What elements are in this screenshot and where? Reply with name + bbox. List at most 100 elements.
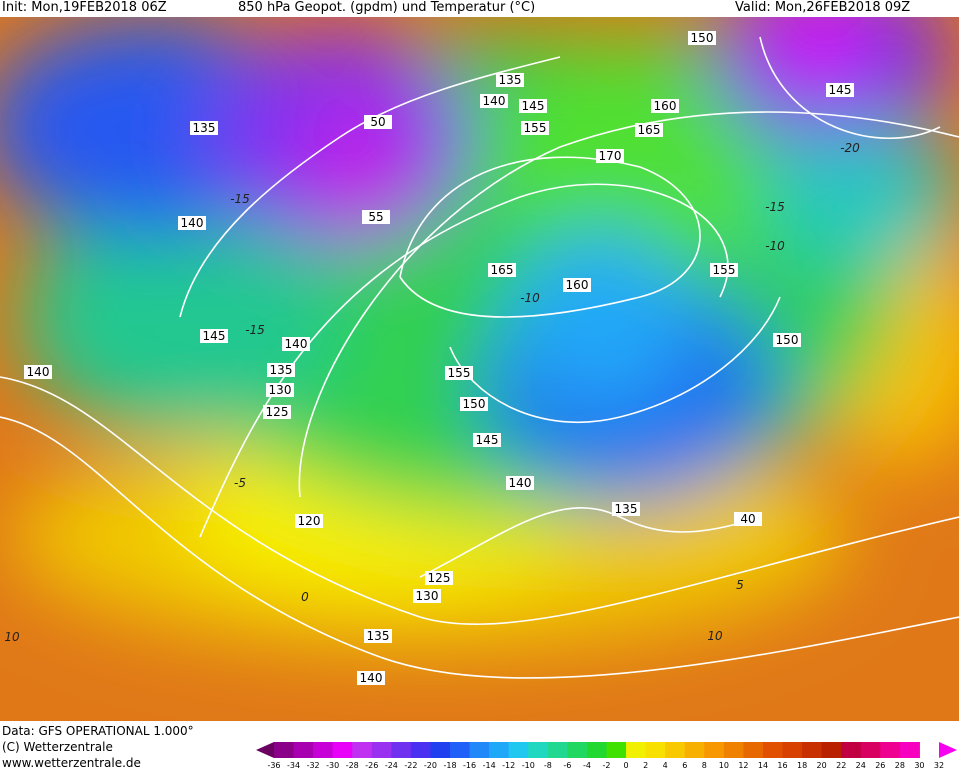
contour-label: 140 [509,476,532,490]
colorbar-segment [391,742,412,758]
colorbar-tick-label: -16 [463,761,476,770]
contour-label: 130 [416,589,439,603]
contour-label: 165 [491,263,514,277]
contour-label-bg [263,405,291,419]
map-title: 850 hPa Geopot. (gpdm) und Temperatur (°… [238,0,536,15]
contour-label: 145 [203,329,226,343]
contour-label-bg [635,123,663,137]
contour-label-bg [688,31,716,45]
colorbar-segment [469,742,490,758]
contour-label: 155 [524,121,547,135]
contour-label: 130 [269,383,292,397]
contour-label-bg [445,366,473,380]
colorbar-tick-label: -14 [483,761,496,770]
copyright: (C) Wetterzentrale [2,740,113,754]
contour-label-bg [488,263,516,277]
contour-label-bg [190,121,218,135]
colorbar-segment [782,742,803,758]
colorbar-segment [410,742,431,758]
contour-label-bg [473,433,501,447]
contour-label: 40 [740,512,755,526]
contour-label: 145 [476,433,499,447]
colorbar-segment [606,742,627,758]
colorbar-tick-label: 28 [895,761,905,770]
colorbar-tick-label: -26 [365,761,378,770]
contour-label-bg [413,589,441,603]
isotherm-label: -15 [230,192,250,206]
colorbar-segment [665,742,686,758]
website: www.wetterzentrale.de [2,756,141,770]
colorbar-tick-label: 12 [738,761,748,770]
contour-label: 140 [360,671,383,685]
colorbar-tick-label: -32 [307,761,320,770]
colorbar-tick-label: -30 [326,761,339,770]
colorbar-segment [332,742,353,758]
contour-label-bg [521,121,549,135]
colorbar-segment [547,742,568,758]
contour-label: 145 [522,99,545,113]
colorbar-tick-label: -28 [346,761,359,770]
contour-label-bg [364,115,392,129]
colorbar-tick-label: -34 [287,761,300,770]
contour-label: 55 [368,210,383,224]
colorbar-segment [899,742,920,758]
contour-label-bg [519,99,547,113]
colorbar-segment [352,742,373,758]
isotherm-label: 10 [4,630,20,644]
contour-label-bg [267,363,295,377]
data-source: Data: GFS OPERATIONAL 1.000° [2,724,194,738]
contour-label-bg [773,333,801,347]
colorbar-segment [274,742,295,758]
isotherm-label: -10 [520,291,540,305]
temperature-field [0,17,959,721]
contour-label: 165 [638,123,661,137]
contour-label-bg [612,502,640,516]
colorbar-tick-label: -4 [583,761,591,770]
isotherm-label: -15 [245,323,265,337]
colorbar-tick-label: 8 [702,761,707,770]
contour-label: 125 [266,405,289,419]
contour-label: 160 [566,278,589,292]
contour-label: 135 [270,363,293,377]
contour-label: 135 [615,502,638,516]
contour-label: 140 [27,365,50,379]
contour-label-bg [200,329,228,343]
colorbar-tick-label: -12 [502,761,515,770]
colorbar-segment [528,742,549,758]
contour-label-bg [710,263,738,277]
contour-label: 150 [776,333,799,347]
colorbar-tick-label: 18 [797,761,807,770]
geopotential-contours [0,36,959,679]
colorbar-segment [841,742,862,758]
colorbar-tick-label: -18 [443,761,456,770]
colorbar-segment [508,742,529,758]
contour-label-bg [295,514,323,528]
contour-label: 160 [654,99,677,113]
colorbar-segment [704,742,725,758]
contour-label: 150 [691,31,714,45]
colorbar-segment [684,742,705,758]
colorbar-tick-label: 22 [836,761,846,770]
contour-label-bg [480,94,508,108]
contour-label-bg [178,216,206,230]
colorbar-segment [489,742,510,758]
colorbar-tick-label: -10 [522,761,535,770]
contour-label: 145 [829,83,852,97]
contour-label: 135 [193,121,216,135]
colorbar-segment [821,742,842,758]
isotherm-label: -15 [765,200,785,214]
contour-label: 140 [483,94,506,108]
colorbar: -36 -34 -32 -30 -28 -26 -24 -22 -20 -18 -16 -14 -12-… [256,742,957,770]
colorbar-segment [313,742,334,758]
colorbar-tick-label: -2 [603,761,611,770]
colorbar-segment [626,742,647,758]
isotherm-label: 5 [736,578,744,592]
colorbar-tick-label: -6 [563,761,571,770]
contour-label-bg [563,278,591,292]
colorbar-segment [880,742,901,758]
contour-label: 120 [298,514,321,528]
colorbar-right-arrow [939,742,957,758]
colorbar-tick-label: 10 [719,761,729,770]
